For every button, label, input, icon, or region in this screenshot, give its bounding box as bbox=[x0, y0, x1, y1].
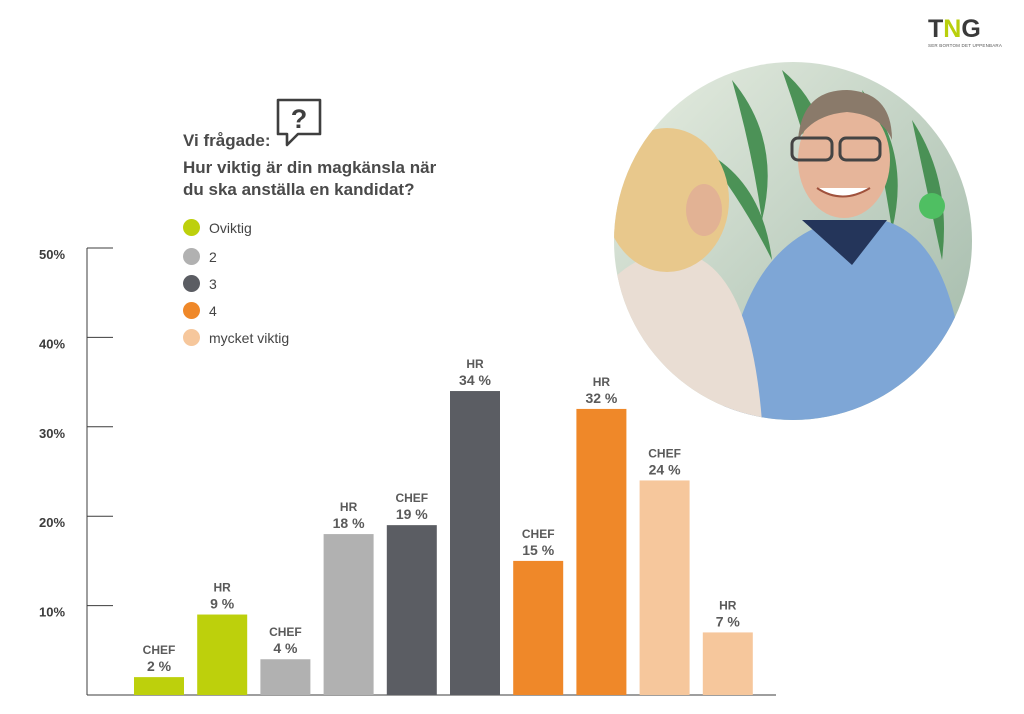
bar bbox=[323, 534, 374, 695]
bar bbox=[197, 614, 248, 695]
bar bbox=[450, 391, 500, 695]
bar-value-label: 7 % bbox=[716, 613, 741, 629]
bar-category-label: HR bbox=[340, 500, 358, 514]
bar bbox=[260, 659, 311, 695]
bar-category-label: CHEF bbox=[522, 527, 555, 541]
legend-swatch bbox=[183, 248, 200, 265]
legend-label: Oviktig bbox=[209, 219, 252, 236]
bar bbox=[134, 677, 184, 695]
question-speech-bubble-icon: ? bbox=[276, 98, 322, 147]
legend-label: 2 bbox=[209, 248, 217, 265]
question-line-2: du ska anställa en kandidat? bbox=[183, 180, 415, 199]
y-tick-label: 50% bbox=[39, 247, 65, 262]
bar-category-label: CHEF bbox=[648, 446, 681, 460]
bar-value-label: 34 % bbox=[459, 372, 491, 388]
bar bbox=[702, 632, 753, 695]
legend-label: 4 bbox=[209, 302, 217, 319]
legend-item-oviktig: Oviktig bbox=[183, 219, 252, 236]
bar-category-label: CHEF bbox=[143, 643, 176, 657]
bar-category-label: HR bbox=[466, 357, 484, 371]
y-tick-label: 30% bbox=[39, 426, 65, 441]
bar bbox=[386, 525, 437, 695]
bar-value-label: 32 % bbox=[585, 390, 617, 406]
interview-photo bbox=[614, 62, 972, 420]
bar bbox=[513, 560, 564, 695]
logo-mark: TNG bbox=[928, 15, 981, 43]
bar-value-label: 9 % bbox=[210, 596, 235, 612]
bar-value-label: 24 % bbox=[649, 461, 681, 477]
y-tick-label: 40% bbox=[39, 336, 65, 351]
bar-value-label: 15 % bbox=[522, 542, 554, 558]
tng-logo: TNG SER BORTOM DET UPPENBARA bbox=[928, 15, 1003, 48]
bar-category-label: HR bbox=[719, 598, 737, 612]
bar bbox=[639, 480, 690, 695]
bar-value-label: 18 % bbox=[333, 515, 365, 531]
legend-label: 3 bbox=[209, 275, 217, 292]
logo-tagline: SER BORTOM DET UPPENBARA bbox=[928, 43, 1003, 48]
y-tick-label: 20% bbox=[39, 515, 65, 530]
legend-item-3: 3 bbox=[183, 275, 217, 292]
question-text: Hur viktig är din magkänsla när du ska a… bbox=[183, 157, 483, 201]
legend-item-2: 2 bbox=[183, 248, 217, 265]
svg-text:?: ? bbox=[291, 104, 308, 134]
bar-value-label: 4 % bbox=[273, 640, 298, 656]
bar-category-label: CHEF bbox=[395, 491, 428, 505]
bar-value-label: 19 % bbox=[396, 506, 428, 522]
bar-category-label: HR bbox=[214, 581, 232, 595]
bar-value-label: 2 % bbox=[147, 658, 172, 674]
legend-label: mycket viktig bbox=[209, 329, 290, 346]
bar-category-label: CHEF bbox=[269, 625, 302, 639]
question-lead: Vi frågade: bbox=[183, 131, 271, 150]
legend-swatch bbox=[183, 302, 200, 319]
y-tick-label: 10% bbox=[39, 605, 65, 620]
legend-item-4: 4 bbox=[183, 302, 217, 319]
question-line-1: Hur viktig är din magkänsla när bbox=[183, 158, 437, 177]
legend-item-mycket-viktig: mycket viktig bbox=[183, 329, 289, 346]
bar-category-label: HR bbox=[593, 375, 611, 389]
legend-swatch bbox=[183, 219, 200, 236]
bar bbox=[576, 408, 627, 695]
legend-swatch bbox=[183, 275, 200, 292]
legend-swatch bbox=[183, 329, 200, 346]
